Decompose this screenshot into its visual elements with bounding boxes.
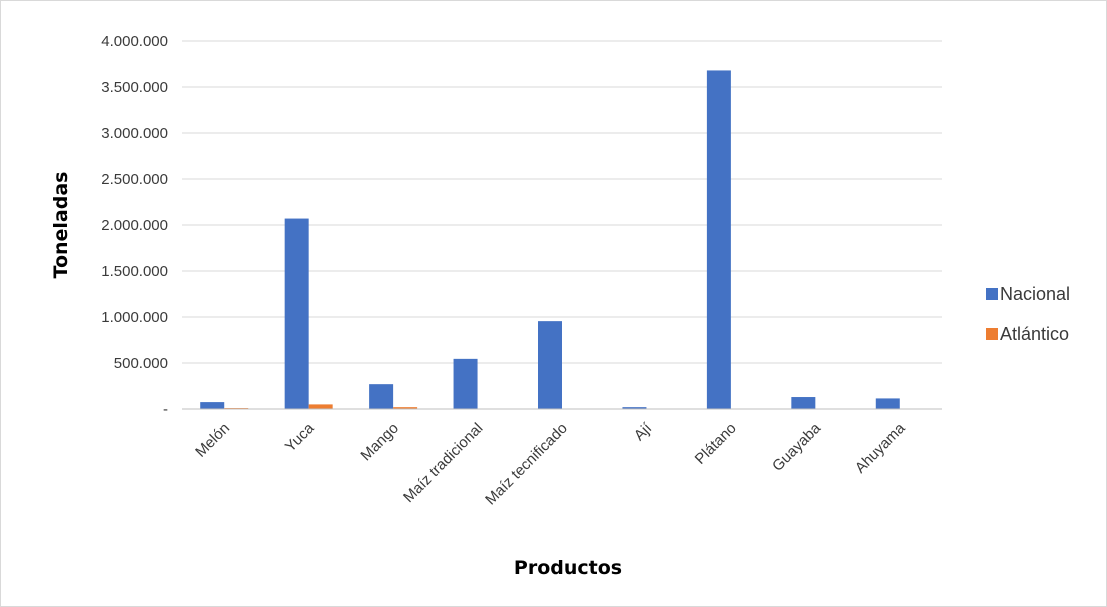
bar-nacional — [706, 70, 731, 409]
legend-label: Nacional — [1000, 284, 1070, 304]
y-tick-label: 2.500.000 — [101, 171, 168, 188]
y-tick-label: 1.000.000 — [101, 309, 168, 326]
x-tick-label: Mango — [357, 420, 401, 464]
bar-atlantico — [393, 407, 418, 409]
x-axis-title: Productos — [514, 557, 622, 579]
x-tick-label: Plátano — [692, 420, 740, 468]
x-tick-label: Maíz tradicional — [400, 420, 486, 506]
legend: Nacional Atlántico — [986, 284, 1070, 344]
x-tick-label: Maíz tecnificado — [482, 420, 571, 509]
bar-nacional — [791, 397, 816, 409]
x-tick-label: Melón — [192, 420, 233, 461]
bar-nacional — [200, 402, 225, 409]
x-tick-label: Guayaba — [769, 419, 825, 475]
bar-nacional — [453, 358, 478, 409]
y-axis-title: Toneladas — [50, 172, 72, 279]
y-tick-label: 1.500.000 — [101, 263, 168, 280]
bar-nacional — [284, 218, 309, 409]
y-tick-label: 500.000 — [114, 355, 168, 372]
bar-nacional — [622, 407, 647, 409]
y-tick-label: 3.500.000 — [101, 79, 168, 96]
y-axis-ticks: - 500.000 1.000.000 1.500.000 2.000.000 2.500… — [101, 33, 168, 418]
bars — [200, 70, 924, 409]
legend-swatch — [986, 288, 998, 300]
x-tick-label: Yuca — [282, 419, 318, 455]
bar-nacional — [875, 398, 900, 409]
y-tick-label: 4.000.000 — [101, 33, 168, 50]
y-tick-label: - — [163, 401, 168, 418]
bar-atlantico — [308, 404, 333, 409]
bar-nacional — [538, 321, 562, 409]
legend-label: Atlántico — [1000, 324, 1069, 344]
x-tick-label: Ahuyama — [852, 419, 909, 476]
legend-swatch — [986, 328, 998, 340]
y-tick-label: 3.000.000 — [101, 125, 168, 142]
x-tick-label: Ají — [631, 419, 656, 444]
bar-nacional — [369, 384, 394, 409]
y-tick-label: 2.000.000 — [101, 217, 168, 234]
